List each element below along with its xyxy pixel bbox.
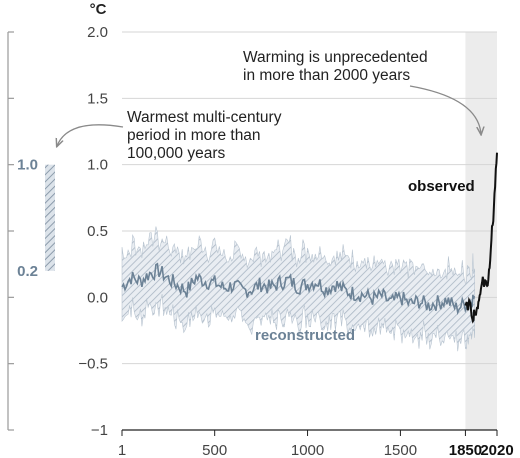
observed-note-line-2: in more than 2000 years [243,67,410,84]
side-bar-note-line-2: period in more than [127,127,261,144]
y-tick-label: −1 [91,422,108,439]
y-tick-label: 0.0 [87,289,108,306]
reconstructed-uncertainty-band [121,226,475,352]
observed-series-label: observed [408,178,475,195]
side-scale [7,31,14,431]
y-tick-label: 0.5 [87,223,108,240]
side-bar-top-label: 1.0 [17,157,38,174]
side-bar-note-line-3: 100,000 years [127,145,225,162]
x-tick-label: 500 [202,442,227,458]
y-tick-label: −0.5 [78,356,108,373]
x-tick-label: 1000 [291,442,324,458]
unit-label: °C [90,1,107,18]
observed-line [464,152,498,324]
y-tick-label: 1.0 [87,157,108,174]
y-tick-label: 2.0 [87,24,108,41]
x-tick-label: 1850 [449,442,482,458]
reconstructed-series-label: reconstructed [255,327,355,344]
warmest-period-bar [45,164,55,271]
side-bar-bottom-label: 0.2 [17,263,38,280]
observed-note-arrow [409,85,481,134]
reconstructed-line [121,262,476,316]
y-tick-label: 1.5 [87,90,108,107]
y-axis-tick-labels: 2.0 1.5 1.0 0.5 0.0 −0.5 −1 [78,24,108,439]
x-tick-label: 1 [118,442,126,458]
side-bar-note-arrow [57,124,124,146]
observed-note-line-1: Warming is unprecedented [243,49,428,66]
gridlines [122,31,497,431]
side-bar-note-line-1: Warmest multi-century [127,109,282,126]
x-tick-label: 2020 [480,442,513,458]
x-tick-label: 1500 [384,442,417,458]
